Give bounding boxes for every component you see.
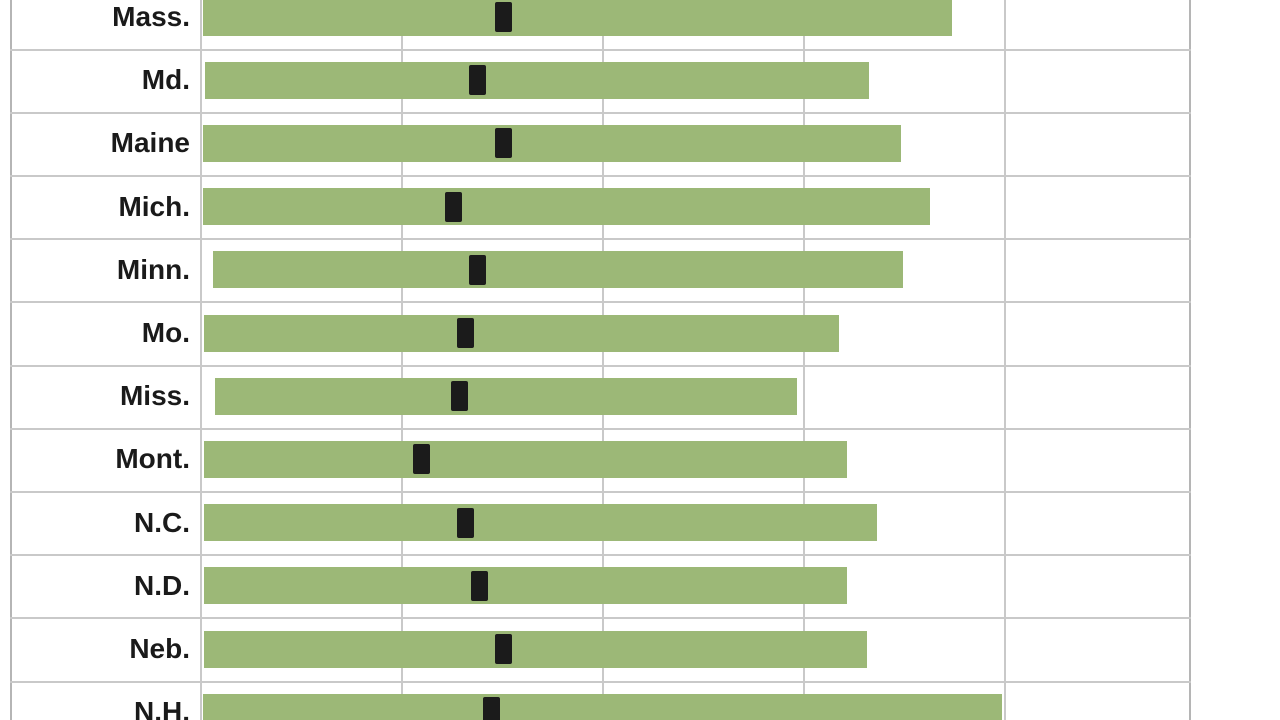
row-separator-line [10,428,1191,430]
row-label: Maine [110,127,190,158]
range-bar [204,441,847,478]
range-bar [203,188,930,225]
range-bar [215,378,797,415]
value-marker [495,634,512,664]
row-separator-line [10,365,1191,367]
row-separator-line [10,554,1191,556]
row-label: N.C. [134,507,190,538]
range-bar [203,0,952,36]
value-marker [457,318,474,348]
range-bar [203,125,901,162]
gridline-vertical [401,0,403,720]
row-separator-line [10,301,1191,303]
range-bar [203,694,1002,720]
row-label: Neb. [129,633,190,664]
value-marker [469,255,486,285]
row-label: Mich. [118,191,190,222]
row-label: Miss. [119,380,190,411]
row-separator-line [10,617,1191,619]
value-marker [483,697,500,720]
value-marker [495,128,512,158]
gridline-vertical [803,0,805,720]
value-marker [469,65,486,95]
gridline-vertical [1004,0,1006,720]
range-bar [205,62,869,99]
chart-right-border [1189,0,1191,720]
value-marker [413,444,430,474]
range-bar [204,567,847,604]
row-label: Mont. [115,443,190,474]
row-label: Mo. [141,317,190,348]
row-label: Md. [141,64,190,95]
row-separator-line [10,491,1191,493]
row-label: Mass. [112,1,190,32]
range-bar [204,504,877,541]
row-label: N.D. [134,570,190,601]
row-label: Minn. [116,254,190,285]
range-bar [213,251,903,288]
range-bar [204,315,839,352]
value-marker [471,571,488,601]
row-separator-line [10,49,1191,51]
value-marker [451,381,468,411]
gridline-vertical [200,0,202,720]
chart-left-border [10,0,12,720]
value-marker [457,508,474,538]
gridline-vertical [602,0,604,720]
row-separator-line [10,238,1191,240]
range-bar [204,631,867,668]
row-separator-line [10,112,1191,114]
row-separator-line [10,175,1191,177]
value-marker [495,2,512,32]
row-separator-line [10,681,1191,683]
value-marker [445,192,462,222]
row-label: N.H. [134,696,190,720]
